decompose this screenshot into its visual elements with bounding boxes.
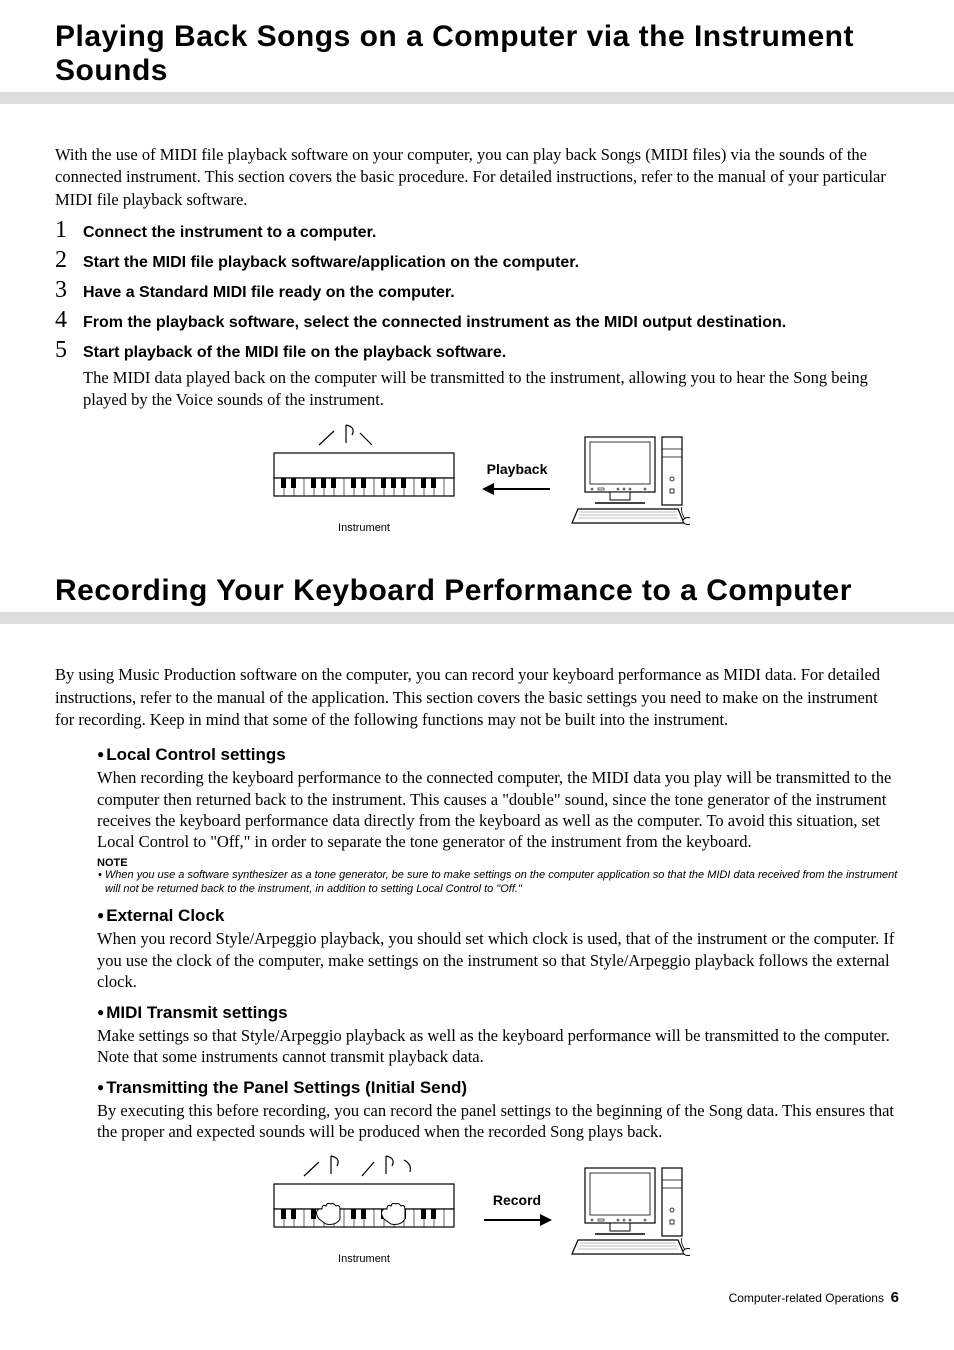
step-label: Start the MIDI file playback software/ap… [83,251,579,275]
midi-transmit-body: Make settings so that Style/Arpeggio pla… [97,1025,899,1068]
page-footer: Computer-related Operations 6 [55,1289,899,1306]
step-item: 5 Start playback of the MIDI file on the… [55,337,899,365]
arrow-left-icon [482,481,552,497]
step5-description: The MIDI data played back on the compute… [83,367,899,412]
step-item: 2 Start the MIDI file playback software/… [55,247,899,275]
record-diagram: Instrument Record [55,1154,899,1265]
instrument-block: Instrument [264,423,464,534]
subheading-midi-transmit: MIDI Transmit settings [97,1003,899,1023]
arrow-right-icon [482,1212,552,1228]
keyboard-icon [264,423,464,513]
step-number: 1 [55,217,83,245]
step-number: 5 [55,337,83,365]
section-title-1: Playing Back Songs on a Computer via the… [55,20,899,88]
subheading-panel-settings: Transmitting the Panel Settings (Initial… [97,1078,899,1098]
footer-page-number: 6 [891,1289,899,1306]
instrument-block: Instrument [264,1154,464,1265]
arrow-label: Record [493,1192,541,1208]
computer-icon [570,1160,690,1260]
section-rule-2 [0,612,954,624]
step-label: Connect the instrument to a computer. [83,221,376,245]
section-title-2: Recording Your Keyboard Performance to a… [55,574,899,608]
step-label: Start playback of the MIDI file on the p… [83,341,506,365]
computer-icon [570,429,690,529]
arrow-block: Record [482,1192,552,1228]
step-number: 3 [55,277,83,305]
step-number: 2 [55,247,83,275]
step-label: From the playback software, select the c… [83,311,786,335]
step-label: Have a Standard MIDI file ready on the c… [83,281,455,305]
steps-list: 1 Connect the instrument to a computer. … [55,217,899,365]
arrow-label: Playback [487,461,548,477]
section-rule-1 [0,92,954,104]
subheading-local-control: Local Control settings [97,745,899,765]
step-number: 4 [55,307,83,335]
step-item: 1 Connect the instrument to a computer. [55,217,899,245]
subheading-external-clock: External Clock [97,906,899,926]
step-item: 4 From the playback software, select the… [55,307,899,335]
section2-intro: By using Music Production software on th… [55,664,899,731]
footer-text: Computer-related Operations [729,1291,884,1305]
arrow-block: Playback [482,461,552,497]
local-control-body: When recording the keyboard performance … [97,767,899,853]
instrument-caption: Instrument [264,1253,464,1265]
panel-settings-body: By executing this before recording, you … [97,1100,899,1143]
external-clock-body: When you record Style/Arpeggio playback,… [97,928,899,992]
section1-intro: With the use of MIDI file playback softw… [55,144,899,211]
note-label: NOTE [97,857,899,869]
step-item: 3 Have a Standard MIDI file ready on the… [55,277,899,305]
instrument-caption: Instrument [264,522,464,534]
playback-diagram: Instrument Playback [55,423,899,534]
keyboard-with-hands-icon [264,1154,464,1244]
note-text: • When you use a software synthesizer as… [105,869,899,897]
